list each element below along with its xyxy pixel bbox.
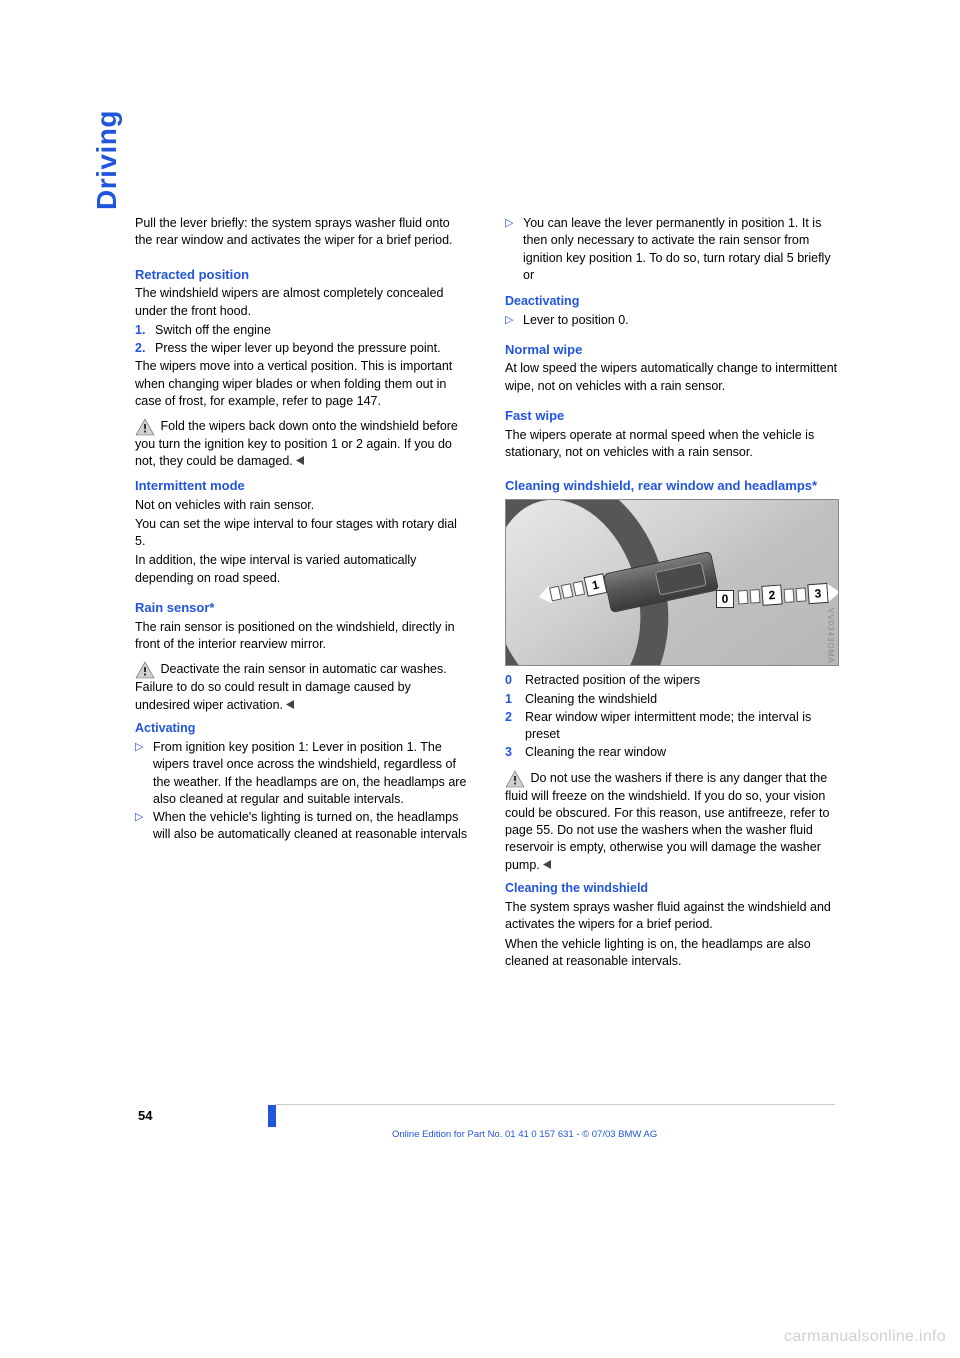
page-number: 54	[138, 1107, 152, 1125]
list-text: Press the wiper lever up beyond the pres…	[155, 340, 441, 357]
figure-label-2: 2	[761, 585, 782, 606]
page-content: Pull the lever briefly: the system spray…	[135, 215, 840, 972]
left-column: Pull the lever briefly: the system spray…	[135, 215, 469, 972]
bullet-text: From ignition key position 1: Lever in p…	[153, 739, 469, 808]
heading-activating: Activating	[135, 720, 469, 737]
watermark-text: carmanualsonline.info	[784, 1326, 946, 1348]
list-number: 1	[505, 691, 519, 708]
clean-windshield-p1: The system sprays washer fluid against t…	[505, 899, 839, 934]
list-text: Switch off the engine	[155, 322, 271, 339]
fast-wipe-p1: The wipers operate at normal speed when …	[505, 427, 839, 462]
cleaning-item-3: 3 Cleaning the rear window	[505, 744, 839, 761]
intermittent-p1: Not on vehicles with rain sensor.	[135, 497, 469, 514]
heading-retracted-position: Retracted position	[135, 266, 469, 284]
heading-fast-wipe: Fast wipe	[505, 407, 839, 425]
retracted-step-1: 1. Switch off the engine	[135, 322, 469, 339]
normal-wipe-p1: At low speed the wipers automatically ch…	[505, 360, 839, 395]
cleaning-item-1: 1 Cleaning the windshield	[505, 691, 839, 708]
bullet-text: You can leave the lever permanently in p…	[523, 215, 839, 284]
bullet-text: Lever to position 0.	[523, 312, 629, 329]
warning-retracted: Fold the wipers back down onto the winds…	[135, 418, 469, 471]
intermittent-p3: In addition, the wipe interval is varied…	[135, 552, 469, 587]
rain-sensor-p1: The rain sensor is positioned on the win…	[135, 619, 469, 654]
end-triangle-icon	[543, 857, 552, 874]
activating-bullet-1: ▷ From ignition key position 1: Lever in…	[135, 739, 469, 808]
cleaning-item-0: 0 Retracted position of the wipers	[505, 672, 839, 689]
figure-id-code: VV0343OMA	[825, 608, 836, 664]
list-text: Cleaning the windshield	[525, 691, 657, 708]
warning-icon	[135, 661, 157, 679]
bullet-text: When the vehicle's lighting is turned on…	[153, 809, 469, 844]
list-text: Cleaning the rear window	[525, 744, 666, 761]
warning-rain-sensor: Deactivate the rain sensor in automatic …	[135, 661, 469, 714]
footer-blue-bar	[268, 1105, 276, 1127]
warning-cleaning: Do not use the washers if there is any d…	[505, 770, 839, 874]
heading-deactivating: Deactivating	[505, 293, 839, 310]
list-number: 2	[505, 709, 519, 744]
triangle-bullet-icon: ▷	[135, 739, 147, 808]
retracted-p1: The windshield wipers are almost complet…	[135, 285, 469, 320]
heading-intermittent-mode: Intermittent mode	[135, 477, 469, 495]
list-number: 3	[505, 744, 519, 761]
footer-copyright: Online Edition for Part No. 01 41 0 157 …	[392, 1128, 657, 1141]
warning-text: Do not use the washers if there is any d…	[505, 771, 829, 872]
retracted-p2: The wipers move into a vertical position…	[135, 358, 469, 410]
list-text: Rear window wiper intermittent mode; the…	[525, 709, 839, 744]
heading-normal-wipe: Normal wipe	[505, 341, 839, 359]
figure-arrow-3: 3	[783, 582, 839, 606]
clean-windshield-p2: When the vehicle lighting is on, the hea…	[505, 936, 839, 971]
list-number: 2.	[135, 340, 149, 357]
triangle-bullet-icon: ▷	[505, 312, 517, 329]
heading-cleaning-windshield-rear-headlamps: Cleaning windshield, rear window and hea…	[505, 477, 839, 495]
right-column: ▷ You can leave the lever permanently in…	[505, 215, 839, 972]
retracted-step-2: 2. Press the wiper lever up beyond the p…	[135, 340, 469, 357]
figure-arrow-2: 2	[737, 585, 782, 608]
figure-label-0: 0	[716, 590, 734, 608]
intro-paragraph: Pull the lever briefly: the system spray…	[135, 215, 469, 250]
footer-divider	[275, 1104, 835, 1105]
right-bullet-1: ▷ You can leave the lever permanently in…	[505, 215, 839, 284]
triangle-bullet-icon: ▷	[135, 809, 147, 844]
end-triangle-icon	[296, 453, 305, 470]
warning-icon	[135, 418, 157, 436]
section-heading-vertical: Driving	[88, 110, 127, 210]
triangle-bullet-icon: ▷	[505, 215, 517, 284]
deactivating-bullet-1: ▷ Lever to position 0.	[505, 312, 839, 329]
intermittent-p2: You can set the wipe interval to four st…	[135, 516, 469, 551]
figure-label-3: 3	[807, 583, 828, 604]
list-number: 0	[505, 672, 519, 689]
list-text: Retracted position of the wipers	[525, 672, 700, 689]
activating-bullet-2: ▷ When the vehicle's lighting is turned …	[135, 809, 469, 844]
end-triangle-icon	[286, 697, 295, 714]
list-number: 1.	[135, 322, 149, 339]
heading-cleaning-the-windshield: Cleaning the windshield	[505, 880, 839, 897]
cleaning-item-2: 2 Rear window wiper intermittent mode; t…	[505, 709, 839, 744]
wiper-lever-figure: 1 0 2 3 VV0343OMA	[505, 499, 839, 666]
warning-icon	[505, 770, 527, 788]
heading-rain-sensor: Rain sensor*	[135, 599, 469, 617]
